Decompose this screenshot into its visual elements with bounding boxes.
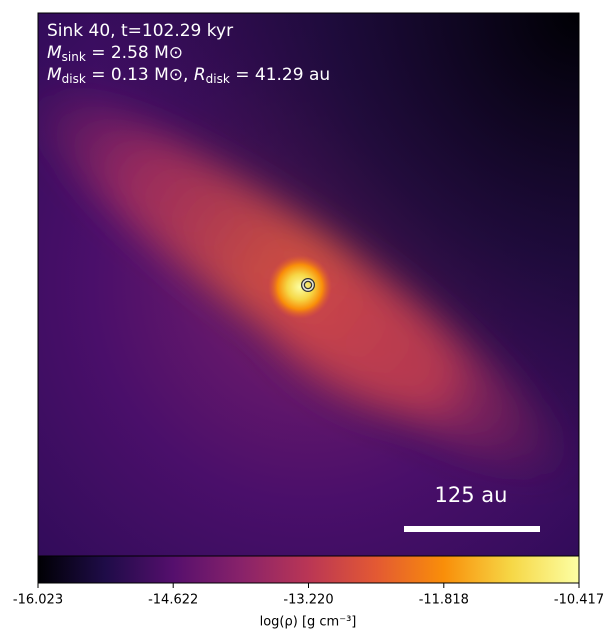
subscript: disk (62, 72, 86, 86)
annotation: Msink = 2.58 M⊙ (47, 43, 183, 64)
annotation: Sink 40, t=102.29 kyr (47, 21, 233, 41)
variable: M (47, 65, 62, 85)
subscript: disk (206, 72, 230, 86)
tick-label: -10.417 (554, 593, 604, 608)
density-map (38, 13, 579, 556)
scale-label: 125 au (435, 483, 508, 507)
colorbar (37, 555, 580, 584)
value: = 41.29 au (230, 65, 330, 85)
subscript: sink (62, 50, 86, 64)
annotation: Mdisk = 0.13 M⊙, Rdisk = 41.29 au (47, 65, 330, 86)
tick-label: -11.818 (419, 593, 469, 608)
colorbar-label: log(ρ) [g cm⁻³] (260, 615, 357, 630)
tick-label: -13.220 (283, 593, 333, 608)
value: = 0.13 M⊙, (86, 65, 194, 85)
scale-bar (404, 526, 540, 532)
value: = 2.58 M⊙ (86, 43, 183, 63)
variable: M (47, 43, 62, 63)
variable: R (194, 65, 206, 85)
tick-label: -14.622 (148, 593, 198, 608)
tick-label: -16.023 (13, 593, 63, 608)
